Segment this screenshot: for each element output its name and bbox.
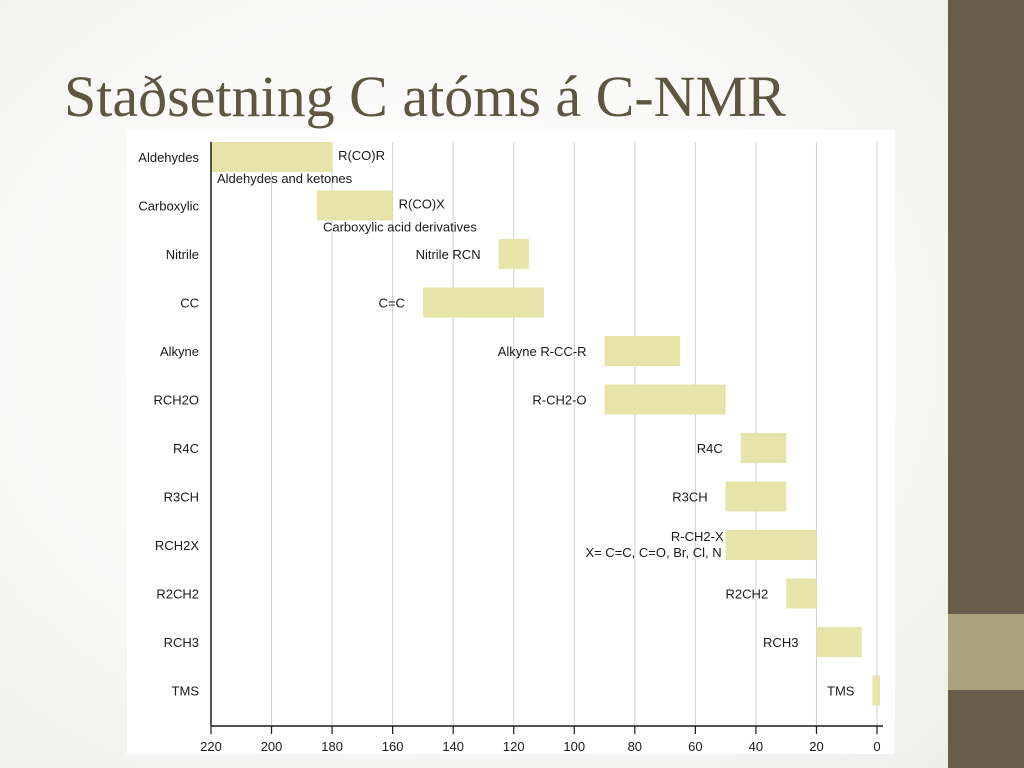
shift-range-bar	[872, 675, 881, 706]
bar-annotation: R(CO)X	[399, 197, 446, 212]
x-tick-label: 200	[261, 739, 283, 754]
bar-annotation: R2CH2	[726, 587, 769, 602]
category-label: R2CH2	[156, 587, 199, 602]
shift-range-bars	[211, 142, 881, 706]
category-label: Carboxylic	[138, 199, 199, 214]
x-tick-label: 20	[809, 739, 823, 754]
shift-range-bar	[316, 190, 393, 221]
shift-range-bar	[816, 627, 862, 657]
x-tick-label: 160	[382, 739, 404, 754]
bar-annotation: Alkyne R-CC-R	[498, 344, 587, 359]
bar-annotation: R-CH2-X	[671, 529, 724, 544]
x-tick-label: 100	[563, 739, 585, 754]
x-tick-label: 140	[442, 739, 464, 754]
bar-annotation: Nitrile RCN	[416, 247, 481, 262]
x-tick-label: 80	[628, 739, 642, 754]
bar-annotation: TMS	[827, 684, 855, 699]
bar-annotations: R(CO)R Aldehydes and ketones R(CO)X Carboxy…	[217, 148, 855, 699]
category-label: RCH2X	[155, 538, 199, 553]
shift-range-bar	[740, 433, 787, 463]
x-axis: 220 200 180 160 140 120 100 80 60 40 20 0	[200, 142, 883, 754]
shift-range-bar	[725, 530, 817, 560]
bar-annotation-detail: X= C=C, C=O, Br, Cl, N	[585, 545, 721, 560]
category-label: CC	[180, 296, 199, 311]
bar-annotation: C=C	[379, 296, 405, 311]
decorative-side-accent	[948, 614, 1024, 690]
shift-range-bar	[498, 239, 529, 269]
category-label: Nitrile	[166, 247, 199, 262]
chart-panel: 220 200 180 160 140 120 100 80 60 40 20 0 Aldehydes…	[127, 130, 895, 754]
shift-range-bar	[422, 287, 544, 318]
shift-range-bar	[725, 481, 787, 512]
category-label: R3CH	[164, 490, 199, 505]
slide-title: Staðsetning C atóms á C-NMR	[64, 64, 786, 129]
x-tick-label: 60	[688, 739, 702, 754]
category-label: Alkyne	[160, 344, 199, 359]
nmr-shift-chart: 220 200 180 160 140 120 100 80 60 40 20 0 Aldehydes…	[138, 142, 883, 754]
bar-subtitle: Aldehydes and ketones	[217, 171, 353, 186]
shift-range-bar	[604, 384, 726, 415]
bar-annotation: R4C	[697, 441, 723, 456]
category-label: Aldehydes	[138, 150, 199, 165]
x-tick-label: 220	[200, 739, 222, 754]
bar-annotation: RCH3	[763, 635, 798, 650]
category-label: R4C	[173, 441, 199, 456]
x-tick-label: 120	[503, 739, 525, 754]
bar-annotation: R-CH2-O	[532, 393, 586, 408]
category-label: TMS	[172, 684, 200, 699]
bar-subtitle: Carboxylic acid derivatives	[323, 220, 477, 235]
shift-range-bar	[604, 336, 681, 366]
bar-annotation: R3CH	[672, 490, 707, 505]
x-tick-label: 180	[321, 739, 343, 754]
category-labels: Aldehydes Carboxylic Nitrile CC Alkyne RCH2O R…	[138, 150, 199, 699]
bar-annotation: R(CO)R	[338, 148, 385, 163]
x-tick-label: 0	[873, 739, 880, 754]
x-tick-label: 40	[749, 739, 763, 754]
shift-range-bar	[211, 142, 333, 172]
shift-range-bar	[786, 578, 817, 609]
category-label: RCH2O	[153, 393, 199, 408]
category-label: RCH3	[164, 635, 199, 650]
